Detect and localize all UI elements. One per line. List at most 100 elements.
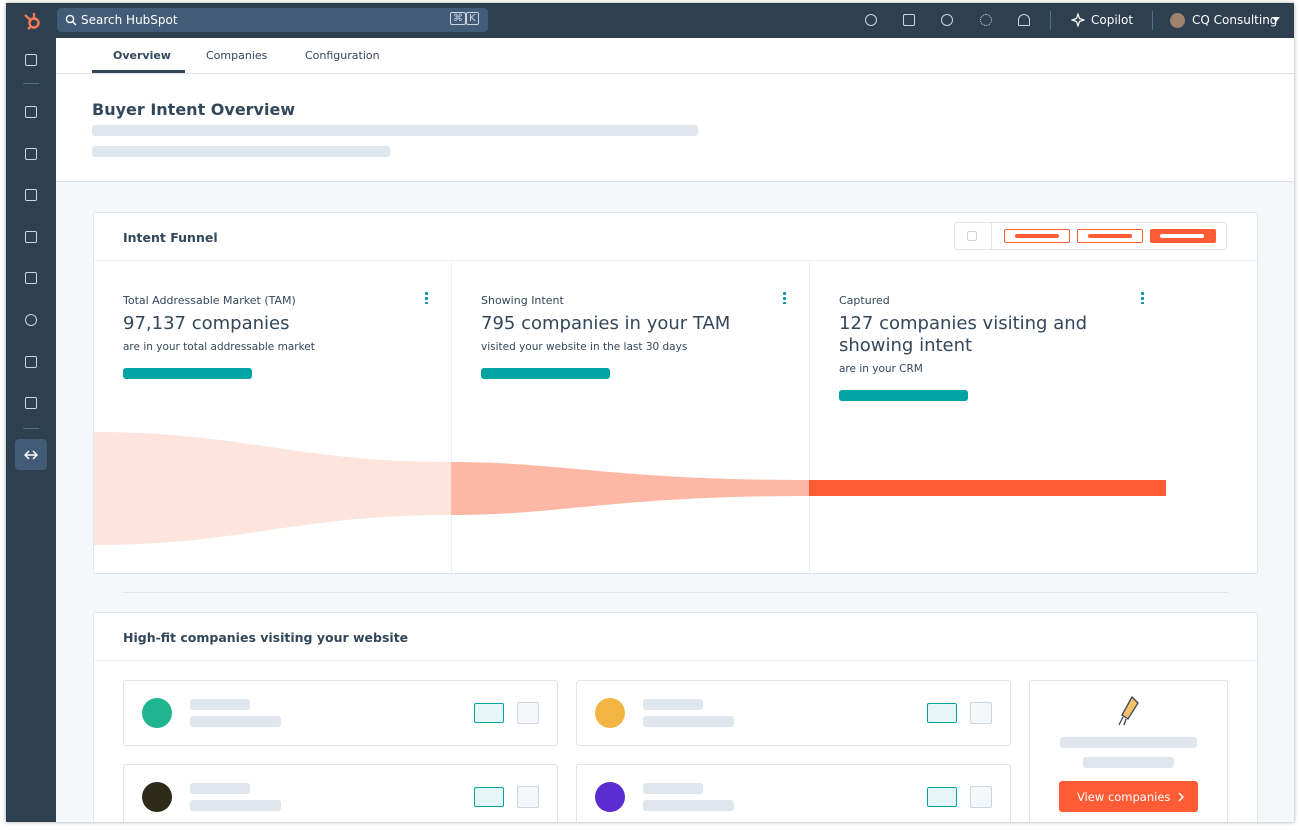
- company-row: [123, 764, 558, 822]
- avatar[interactable]: [1170, 13, 1185, 28]
- date-filter: [954, 222, 1227, 250]
- shortcut-key: ⌘: [450, 12, 466, 25]
- stage-headline: 97,137 companies: [123, 313, 290, 334]
- company-row: [576, 680, 1011, 746]
- nav-icon[interactable]: [25, 189, 37, 201]
- stage-label: Total Addressable Market (TAM): [123, 294, 296, 307]
- tab[interactable]: Overview: [113, 49, 171, 62]
- search-icon: [65, 14, 77, 26]
- tag-button[interactable]: [474, 703, 504, 723]
- stage-label: Captured: [839, 294, 890, 307]
- skeleton: [190, 716, 281, 727]
- active-nav-item[interactable]: [15, 439, 47, 470]
- nav-icon[interactable]: [25, 314, 37, 326]
- tag-button[interactable]: [927, 787, 957, 807]
- notifications-icon[interactable]: [1018, 14, 1030, 26]
- company-logo: [142, 782, 172, 812]
- bookmarks-icon[interactable]: [25, 54, 37, 66]
- range-button[interactable]: [1077, 229, 1143, 243]
- nav-icon[interactable]: [25, 106, 37, 118]
- funnel-card: Intent Funnel Total Addressable Market (…: [93, 212, 1258, 574]
- divider: [94, 660, 1257, 661]
- tab[interactable]: Configuration: [305, 49, 380, 62]
- tag-button[interactable]: [474, 787, 504, 807]
- shortcut-key: K: [466, 12, 479, 25]
- nav-icon[interactable]: [25, 397, 37, 409]
- skeleton: [643, 699, 703, 710]
- nav-icon[interactable]: [25, 148, 37, 160]
- company-logo: [142, 698, 172, 728]
- tab[interactable]: Companies: [206, 49, 268, 62]
- stage-menu[interactable]: [425, 291, 428, 304]
- separator: [1050, 11, 1051, 30]
- funnel-segment: [809, 480, 1166, 496]
- company-logo: [595, 782, 625, 812]
- divider: [451, 261, 452, 573]
- company-row: [123, 680, 558, 746]
- copilot-icon: [1071, 13, 1085, 27]
- range-button[interactable]: [1004, 229, 1070, 243]
- stage-label: Showing Intent: [481, 294, 564, 307]
- skeleton: [190, 800, 281, 811]
- stage-detail: are in your CRM: [839, 363, 923, 375]
- skeleton: [643, 783, 703, 794]
- add-button[interactable]: [970, 786, 992, 808]
- chevron: [1178, 792, 1184, 802]
- account-menu[interactable]: CQ Consulting: [1192, 13, 1278, 27]
- copilot-button[interactable]: Copilot: [1091, 13, 1134, 27]
- help-icon[interactable]: [941, 14, 953, 26]
- skeleton: [1015, 234, 1059, 238]
- skeleton: [1060, 737, 1197, 748]
- tab-bar: Overview Companies Configuration: [56, 38, 1294, 74]
- stage-bar: [481, 368, 610, 379]
- companies-card: High-fit companies visiting your website…: [93, 612, 1258, 822]
- account-caret: [1272, 17, 1280, 22]
- stage-menu[interactable]: [783, 291, 786, 304]
- app-window: Search HubSpot ⌘ K Copilot CQ Consulting: [6, 3, 1294, 822]
- button-label: View companies: [1077, 790, 1171, 804]
- cta-card: View companies: [1029, 680, 1228, 822]
- sidebar: [6, 38, 56, 822]
- tag-button[interactable]: [927, 703, 957, 723]
- skeleton: [643, 800, 734, 811]
- divider: [94, 260, 1257, 261]
- settings-icon[interactable]: [980, 14, 992, 26]
- funnel-segment: [94, 432, 451, 545]
- stage-menu[interactable]: [1141, 291, 1144, 304]
- range-button[interactable]: [1150, 229, 1216, 243]
- add-button[interactable]: [970, 702, 992, 724]
- search-placeholder: Search HubSpot: [81, 13, 178, 27]
- stage-detail: visited your website in the last 30 days: [481, 341, 688, 353]
- stage-detail: are in your total addressable market: [123, 341, 315, 353]
- nav-icon[interactable]: [25, 356, 37, 368]
- company-row: [576, 764, 1011, 822]
- calendar-icon[interactable]: [967, 231, 977, 241]
- funnel-graphic: [94, 432, 1166, 545]
- intent-icon: [24, 450, 38, 460]
- divider: [123, 592, 1228, 593]
- skeleton: [1160, 234, 1204, 238]
- nav-icon[interactable]: [25, 272, 37, 284]
- funnel-segment: [451, 462, 809, 515]
- hubspot-logo[interactable]: [22, 11, 42, 31]
- separator: [991, 223, 992, 249]
- add-button[interactable]: [517, 786, 539, 808]
- skeleton: [190, 699, 250, 710]
- marketplace-icon[interactable]: [903, 14, 915, 26]
- view-companies-button[interactable]: View companies: [1059, 781, 1198, 812]
- company-logo: [595, 698, 625, 728]
- separator: [23, 83, 39, 84]
- top-bar: Search HubSpot ⌘ K Copilot CQ Consulting: [6, 3, 1294, 38]
- divider: [809, 261, 810, 573]
- page-title: Buyer Intent Overview: [92, 100, 296, 119]
- skeleton: [1083, 757, 1174, 768]
- search-box[interactable]: Search HubSpot ⌘ K: [57, 8, 488, 32]
- card-title: Intent Funnel: [123, 230, 218, 245]
- add-button[interactable]: [517, 702, 539, 724]
- active-tab-indicator: [92, 70, 185, 73]
- calling-icon[interactable]: [865, 14, 877, 26]
- stage-headline: 127 companies visiting and showing inten…: [839, 313, 1088, 356]
- nav-icon[interactable]: [25, 231, 37, 243]
